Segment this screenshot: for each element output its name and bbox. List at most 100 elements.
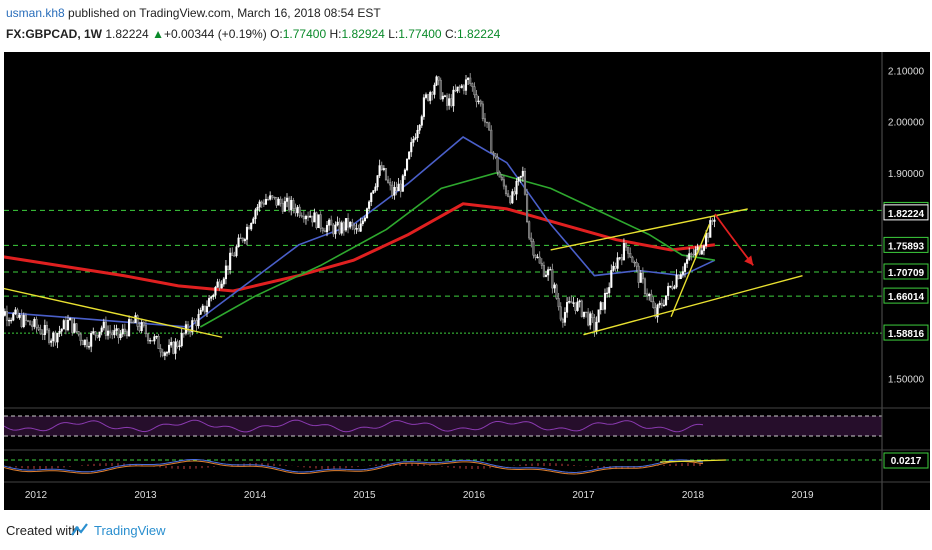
candle-body <box>372 190 375 194</box>
candle-body <box>416 129 419 138</box>
candle-body <box>433 84 436 95</box>
candle-body <box>226 265 230 270</box>
candle-body <box>149 340 152 342</box>
macd-trendline <box>660 459 726 463</box>
candle-body <box>654 307 657 318</box>
candle-body <box>359 223 362 232</box>
candle-body <box>168 344 171 353</box>
candle-body <box>599 302 602 311</box>
rsi-band <box>4 416 882 436</box>
candle-body <box>380 165 383 171</box>
candle-body <box>193 320 196 322</box>
candle-body <box>473 86 476 96</box>
candle-body <box>538 256 541 264</box>
candle-body <box>250 223 253 230</box>
candle-body <box>144 325 147 335</box>
candle-body <box>422 97 425 117</box>
candle-body <box>186 324 190 332</box>
candle-body <box>85 339 89 348</box>
candle-body <box>100 327 103 333</box>
price-level-label-box <box>883 236 929 253</box>
candle-body <box>456 86 459 92</box>
candle-body <box>237 237 240 248</box>
candle-body <box>241 237 244 242</box>
candle-body <box>486 121 489 124</box>
candle-body <box>597 309 600 323</box>
candle-body <box>374 186 377 191</box>
candle-body <box>174 341 177 354</box>
candle-body <box>629 253 632 258</box>
candle-body <box>336 221 339 226</box>
candle-body <box>332 224 335 235</box>
candle-body <box>357 228 360 232</box>
candle-body <box>365 208 369 219</box>
candle-body <box>283 201 286 212</box>
tradingview-brand[interactable]: TradingView <box>94 523 166 538</box>
candle-body <box>370 192 373 203</box>
candle-body <box>298 206 301 216</box>
candle-body <box>128 319 131 337</box>
candle-body <box>323 230 326 233</box>
candle-body <box>387 179 390 183</box>
candle-body <box>614 265 617 269</box>
candle-body <box>677 275 680 279</box>
candle-body <box>686 259 689 264</box>
moving-average-line <box>0 202 716 293</box>
price-level-label: 1.70709 <box>888 268 925 279</box>
candle-body <box>197 314 200 327</box>
low-label: L: <box>388 27 399 41</box>
candle-body <box>205 306 209 313</box>
candle-body <box>591 313 594 318</box>
up-triangle-icon: ▲ <box>152 27 164 41</box>
candle-body <box>399 183 402 192</box>
candle-body <box>12 313 15 321</box>
tradingview-logo-icon[interactable] <box>70 521 90 539</box>
author-link[interactable]: usman.kh8 <box>6 6 65 20</box>
chart-header: usman.kh8 published on TradingView.com, … <box>0 0 932 52</box>
x-tick-label: 2013 <box>134 490 157 501</box>
candle-body <box>31 324 34 327</box>
candle-body <box>679 274 682 279</box>
candle-body <box>540 262 543 266</box>
candle-body <box>420 116 423 126</box>
candle-body <box>172 341 175 354</box>
candle-body <box>151 340 154 342</box>
oscillator-label-box <box>883 452 929 469</box>
candle-body <box>606 292 609 295</box>
candle-body <box>349 222 352 228</box>
candle-body <box>73 323 76 333</box>
macd-signal-line <box>3 460 704 475</box>
candle-body <box>60 328 63 332</box>
candle-body <box>66 319 70 331</box>
macd-line <box>3 459 704 474</box>
candle-body <box>660 302 663 306</box>
candle-body <box>509 196 512 204</box>
candle-body <box>368 201 371 209</box>
price-change: +0.00344 (+0.19%) <box>163 27 267 41</box>
candle-body <box>342 222 345 231</box>
candle-body <box>513 191 516 195</box>
candle-body <box>519 175 522 178</box>
candle-body <box>355 228 358 230</box>
candle-body <box>52 332 55 342</box>
candle-body <box>412 138 415 143</box>
candle-body <box>477 100 480 103</box>
candle-body <box>338 221 341 234</box>
candle-body <box>656 304 659 318</box>
candle-body <box>376 175 379 188</box>
candle-body <box>321 228 324 232</box>
x-tick-label: 2014 <box>244 490 267 501</box>
candle-body <box>203 305 206 313</box>
candle-body <box>427 94 430 101</box>
candle-body <box>612 265 615 271</box>
candle-body <box>62 320 65 330</box>
candle-body <box>48 329 51 343</box>
candle-body <box>610 270 613 288</box>
candle-body <box>347 218 350 228</box>
candle-body <box>313 212 316 223</box>
candle-body <box>439 79 442 100</box>
candle-body <box>675 275 678 288</box>
candle-body <box>429 92 432 101</box>
